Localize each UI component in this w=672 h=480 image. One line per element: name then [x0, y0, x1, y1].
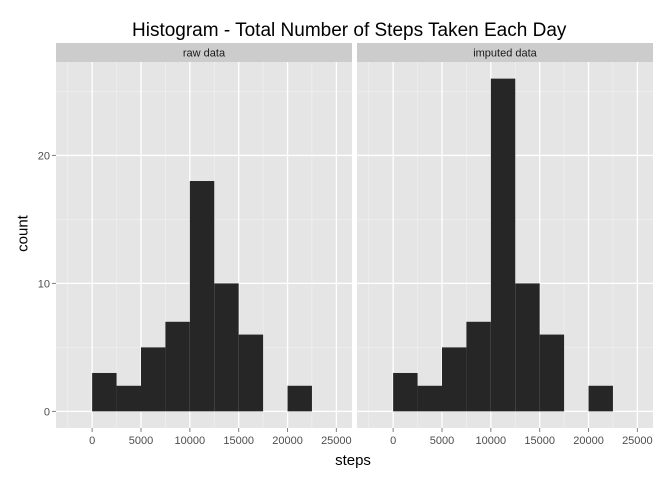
facet-strip-label: imputed data [473, 48, 537, 60]
histogram-bar [92, 372, 117, 412]
y-axis-label: count [14, 215, 32, 252]
x-tick-label: 15000 [223, 435, 254, 447]
x-tick-label: 25000 [321, 435, 352, 447]
facet-strip [56, 43, 352, 62]
x-tick-label: 5000 [430, 435, 454, 447]
x-tick-label: 5000 [129, 435, 153, 447]
facet-strip [357, 43, 653, 62]
y-tick-label: 0 [44, 406, 50, 418]
x-tick-label: 15000 [524, 435, 555, 447]
histogram-bar [417, 385, 442, 412]
histogram-bar [165, 321, 190, 412]
histogram-bar [393, 372, 418, 412]
histogram-bar [189, 181, 215, 412]
histogram-bar [466, 321, 491, 412]
y-tick-label: 20 [38, 150, 50, 162]
histogram-bar [490, 78, 516, 412]
histogram-bar [238, 334, 264, 412]
histogram-bar [214, 283, 239, 412]
histogram-bar [287, 385, 312, 412]
x-tick-label: 25000 [622, 435, 653, 447]
histogram-bar [441, 347, 467, 412]
histogram-bar [588, 385, 613, 412]
x-tick-label: 0 [390, 435, 396, 447]
chart-title: Histogram - Total Number of Steps Taken … [132, 20, 567, 41]
x-axis-label: steps [335, 452, 371, 469]
x-tick-label: 0 [89, 435, 95, 447]
histogram-bar [116, 385, 141, 412]
facet-strip-label: raw data [183, 48, 226, 60]
y-tick-label: 10 [38, 278, 50, 290]
x-tick-label: 20000 [573, 435, 604, 447]
histogram-bar [140, 347, 166, 412]
x-tick-label: 10000 [476, 435, 507, 447]
histogram-bar [539, 334, 565, 412]
histogram-bar [515, 283, 540, 412]
x-tick-label: 10000 [175, 435, 206, 447]
x-tick-label: 20000 [272, 435, 303, 447]
